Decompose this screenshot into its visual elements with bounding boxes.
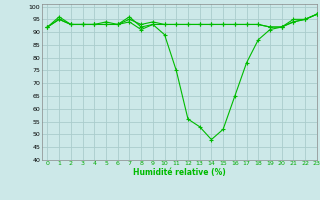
X-axis label: Humidité relative (%): Humidité relative (%) (133, 168, 226, 177)
